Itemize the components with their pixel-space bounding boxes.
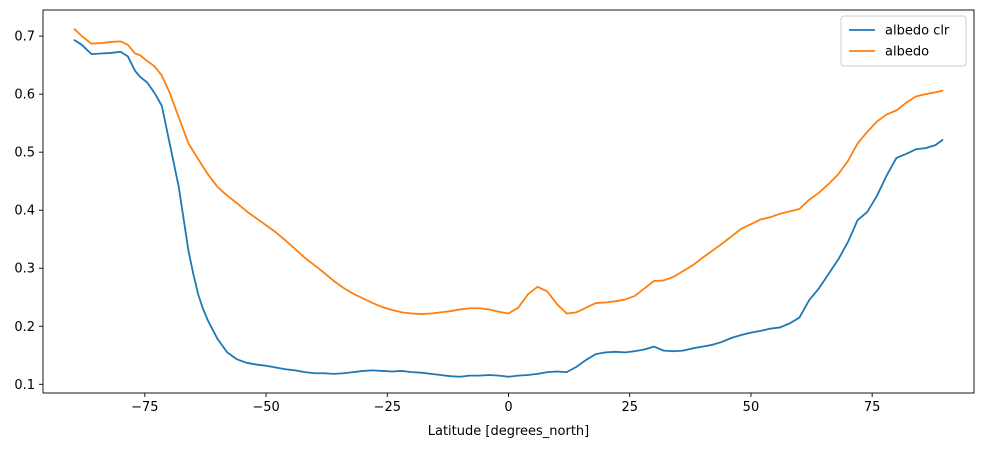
series-line-albedo-clr [73, 39, 944, 378]
x-tick-label: −75 [131, 400, 158, 415]
x-axis: −75 −50 −25 0 25 50 75 [131, 393, 880, 415]
x-tick-label: −50 [252, 400, 279, 415]
x-tick-label: 75 [864, 400, 881, 415]
y-tick-label: 0.6 [14, 88, 35, 103]
y-tick-label: 0.4 [14, 204, 35, 219]
y-tick-label: 0.1 [14, 378, 35, 393]
x-axis-label: Latitude [degrees_north] [428, 424, 589, 439]
y-tick-label: 0.3 [14, 262, 35, 277]
legend-box [840, 15, 967, 67]
legend: albedo clr albedo [840, 15, 967, 67]
x-tick-label: 25 [621, 400, 638, 415]
y-axis: 0.1 0.2 0.3 0.4 0.5 0.6 0.7 [14, 30, 43, 393]
legend-label-albedo: albedo [885, 45, 929, 60]
plot-area-frame [42, 9, 975, 394]
series-line-albedo [73, 28, 944, 315]
legend-label-albedo-clr: albedo clr [885, 24, 950, 39]
x-tick-label: 50 [743, 400, 760, 415]
y-tick-label: 0.5 [14, 146, 35, 161]
x-tick-label: −25 [374, 400, 401, 415]
y-tick-label: 0.7 [14, 30, 35, 45]
x-tick-label: 0 [504, 400, 512, 415]
y-tick-label: 0.2 [14, 320, 35, 335]
